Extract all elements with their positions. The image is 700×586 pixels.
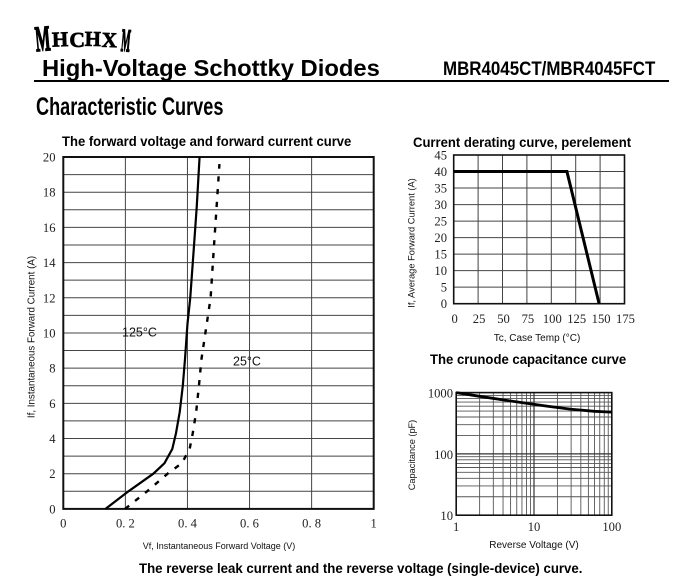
svg-text:100: 100: [434, 448, 453, 462]
svg-text:20: 20: [434, 231, 447, 245]
svg-text:H: H: [85, 27, 102, 52]
svg-text:125°C: 125°C: [122, 326, 157, 340]
svg-text:15: 15: [434, 247, 447, 261]
svg-text:8: 8: [49, 362, 55, 376]
svg-text:H: H: [52, 27, 69, 52]
svg-text:0. 2: 0. 2: [116, 517, 135, 531]
svg-text:175: 175: [616, 312, 635, 326]
svg-text:14: 14: [43, 256, 56, 270]
svg-text:100: 100: [602, 520, 621, 534]
svg-text:5: 5: [441, 281, 447, 295]
svg-text:100: 100: [543, 312, 562, 326]
svg-text:0: 0: [452, 312, 458, 326]
svg-text:If, Average Forward Current (A: If, Average Forward Current (A): [407, 178, 417, 308]
svg-text:10: 10: [43, 326, 56, 340]
svg-text:4: 4: [49, 432, 56, 446]
svg-text:0. 8: 0. 8: [302, 517, 321, 531]
svg-text:1000: 1000: [428, 387, 453, 401]
svg-text:0. 6: 0. 6: [240, 517, 259, 531]
svg-text:1: 1: [371, 517, 377, 531]
svg-text:M: M: [120, 24, 132, 60]
svg-text:20: 20: [43, 151, 56, 165]
svg-text:If, Instantaneous Forward Curr: If, Instantaneous Forward Current (A): [26, 256, 37, 418]
svg-text:Vf, Instantaneous Forward Volt: Vf, Instantaneous Forward Voltage (V): [143, 541, 296, 551]
svg-text:1: 1: [453, 520, 459, 534]
svg-text:Capacitance (pF): Capacitance (pF): [407, 420, 417, 490]
svg-text:45: 45: [434, 148, 447, 162]
svg-text:40: 40: [434, 165, 447, 179]
svg-text:16: 16: [43, 221, 56, 235]
svg-text:X: X: [101, 28, 118, 53]
svg-text:10: 10: [434, 264, 447, 278]
svg-text:Reverse Voltage (V): Reverse Voltage (V): [489, 540, 579, 551]
svg-text:150: 150: [592, 312, 611, 326]
svg-text:12: 12: [43, 291, 56, 305]
svg-text:18: 18: [43, 186, 56, 200]
svg-text:10: 10: [528, 520, 541, 534]
svg-text:0: 0: [441, 297, 447, 311]
svg-text:50: 50: [497, 312, 510, 326]
svg-text:25: 25: [434, 214, 447, 228]
svg-text:10: 10: [440, 509, 453, 523]
svg-text:35: 35: [434, 181, 447, 195]
svg-text:6: 6: [49, 397, 55, 411]
svg-text:M: M: [33, 19, 51, 60]
svg-text:Tc, Case Temp (°C): Tc, Case Temp (°C): [494, 333, 581, 344]
svg-text:0. 4: 0. 4: [178, 517, 198, 531]
svg-text:0: 0: [60, 517, 66, 531]
svg-text:2: 2: [49, 467, 55, 481]
svg-text:75: 75: [522, 312, 535, 326]
svg-text:30: 30: [434, 198, 447, 212]
svg-text:125: 125: [567, 312, 586, 326]
svg-text:C: C: [69, 28, 85, 52]
svg-text:25: 25: [473, 312, 486, 326]
svg-text:0: 0: [49, 502, 55, 516]
svg-text:25°C: 25°C: [233, 355, 261, 369]
